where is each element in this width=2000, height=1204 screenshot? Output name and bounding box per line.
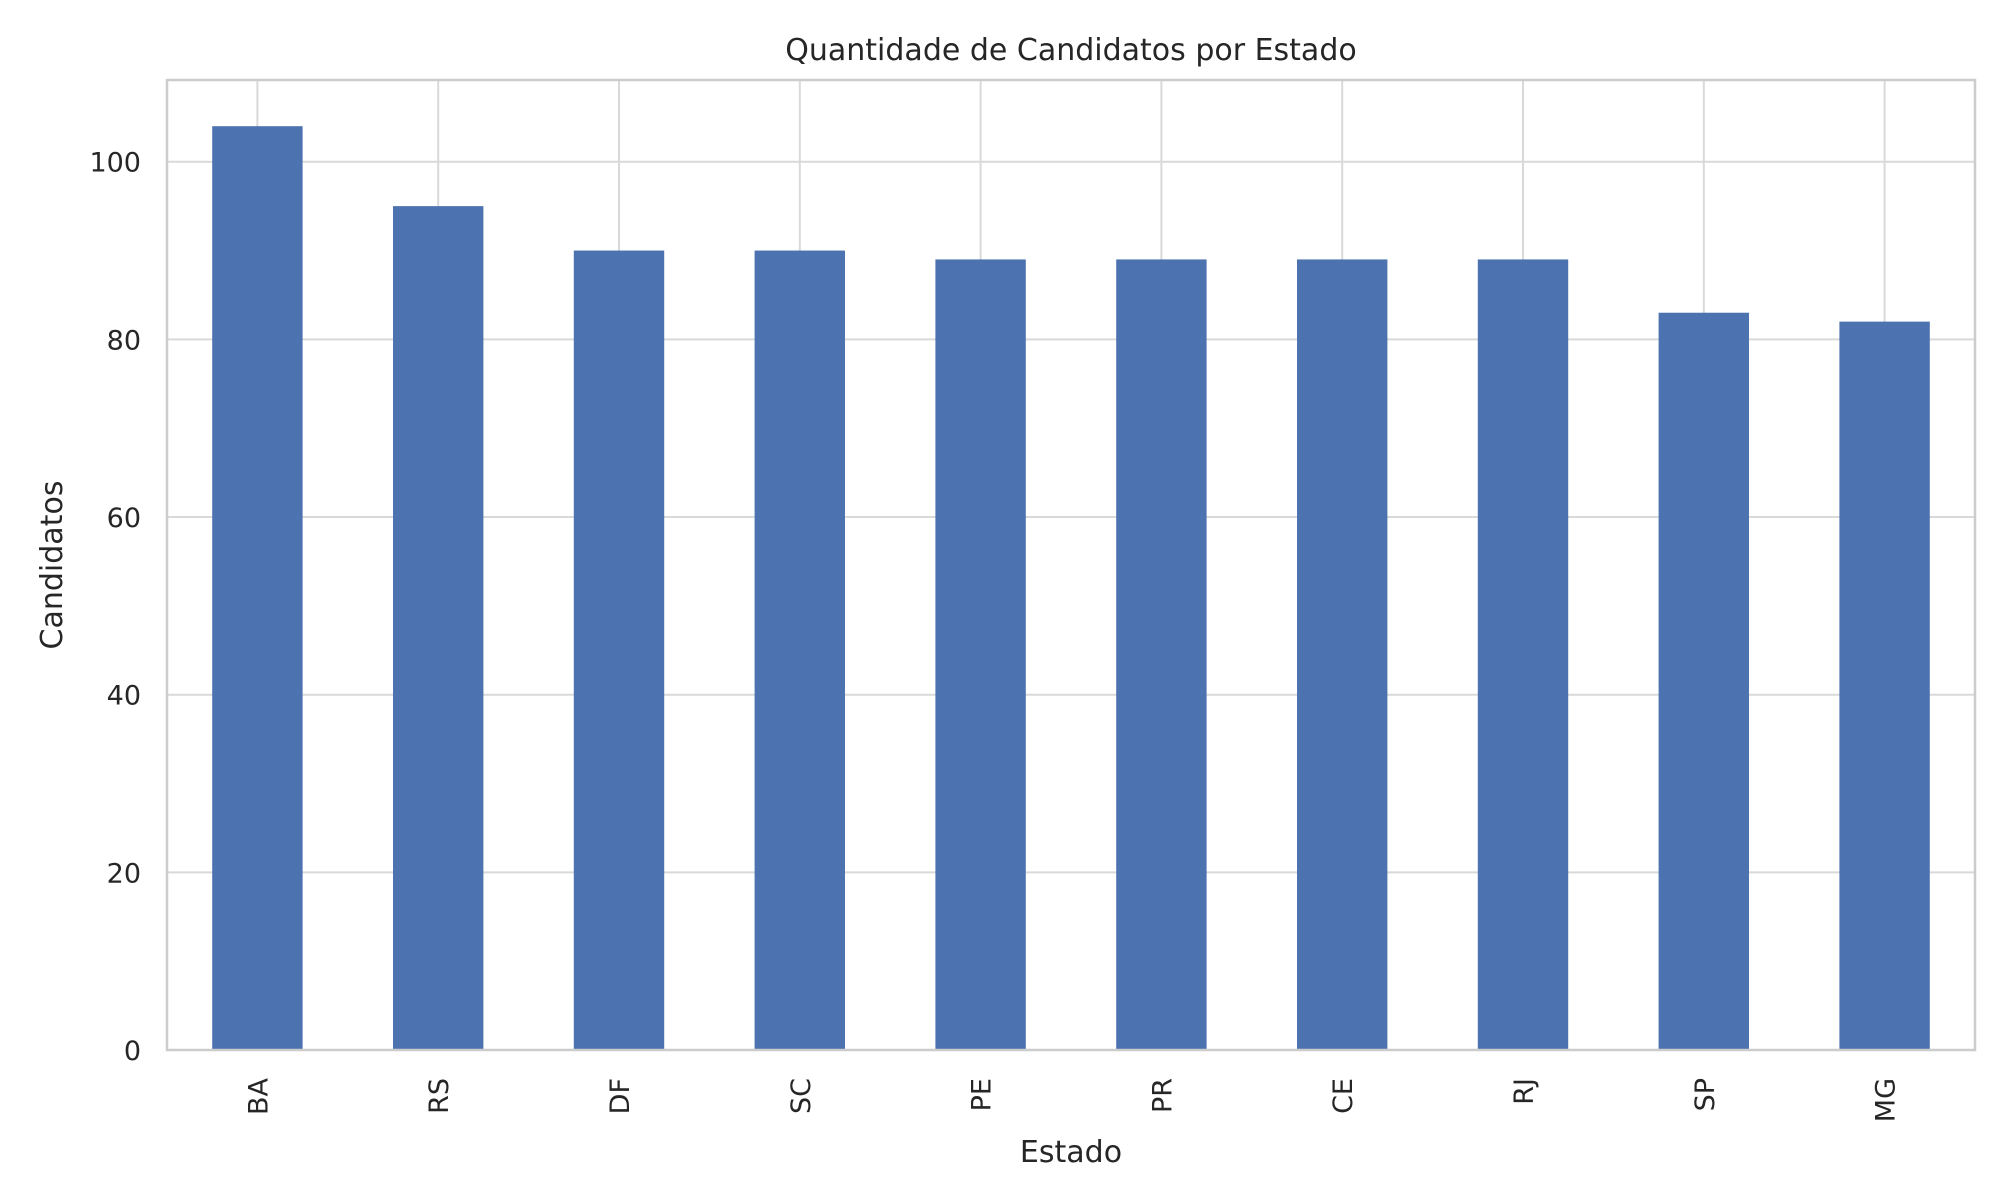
- x-tick-label: DF: [605, 1078, 636, 1114]
- bar-pr: [1116, 259, 1207, 1050]
- y-tick-label: 40: [107, 681, 141, 712]
- bar-ba: [212, 126, 303, 1050]
- y-axis-label: Candidatos: [35, 481, 70, 650]
- y-tick-label: 60: [107, 503, 141, 534]
- bar-df: [573, 250, 665, 1051]
- y-tick-label: 20: [107, 858, 141, 889]
- y-tick-label: 0: [124, 1036, 141, 1067]
- bars: [212, 126, 1930, 1051]
- x-tick-label: BA: [243, 1077, 274, 1115]
- x-tick-label: PR: [1147, 1078, 1178, 1113]
- plot-frame: [165, 78, 1977, 1052]
- x-tick-label: RJ: [1509, 1078, 1540, 1105]
- x-axis-label: Estado: [1020, 1135, 1122, 1170]
- x-tick-label: MG: [1871, 1078, 1902, 1122]
- bar-rj: [1477, 259, 1569, 1050]
- y-axis-ticks: 0 20 40 60 80 100: [89, 148, 141, 1067]
- bar-mg: [1839, 321, 1930, 1051]
- bar-pe: [935, 259, 1026, 1050]
- chart-title: Quantidade de Candidatos por Estado: [785, 33, 1356, 68]
- bar-sc: [754, 250, 845, 1051]
- y-tick-label: 80: [107, 325, 141, 356]
- x-tick-label: PE: [967, 1078, 998, 1111]
- y-tick-label: 100: [89, 148, 141, 179]
- x-tick-label: SP: [1690, 1078, 1721, 1111]
- x-tick-label: SC: [786, 1078, 817, 1114]
- bar-rs: [393, 206, 484, 1051]
- x-tick-label: RS: [424, 1078, 455, 1114]
- x-axis-ticks: BA RS DF SC PE PR CE RJ SP MG: [243, 1077, 1901, 1122]
- bar-ce: [1297, 259, 1388, 1050]
- bar-sp: [1658, 312, 1749, 1050]
- x-tick-label: CE: [1328, 1078, 1359, 1114]
